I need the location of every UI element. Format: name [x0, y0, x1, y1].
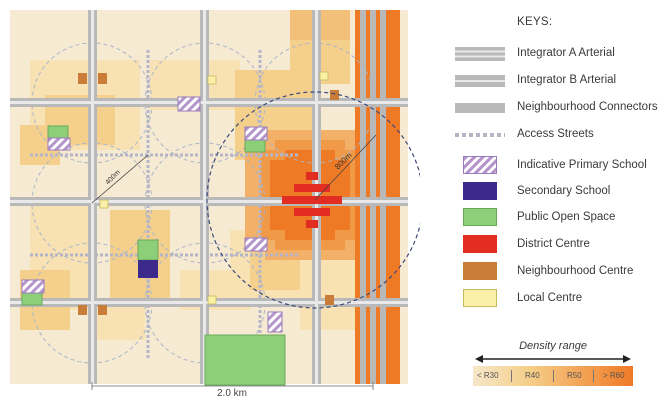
legend-item-access-streets: Access Streets [455, 125, 665, 147]
district-catchment-circle [206, 91, 420, 309]
scale-label: 2.0 km [217, 388, 247, 399]
legend-label: Neighbourhood Connectors [517, 101, 658, 113]
connector-swatch [455, 103, 505, 113]
density-tick: R40 [525, 371, 540, 380]
legend-label: Access Streets [517, 128, 594, 140]
legend-label: Neighbourhood Centre [517, 265, 634, 277]
legend-label: Indicative Primary School [517, 159, 647, 171]
district-centre-swatch [463, 235, 497, 253]
legend-title: KEYS: [517, 16, 553, 28]
local-centres [99, 71, 329, 305]
secondary-school [138, 260, 158, 278]
legend-label: Secondary School [517, 185, 611, 197]
double-arrow-icon [475, 355, 631, 363]
legend-label: District Centre [517, 238, 590, 250]
density-tick: > R60 [603, 371, 625, 380]
neighbourhood-centres [78, 73, 339, 315]
legend-item-integrator-b: Integrator B Arterial [455, 71, 665, 93]
district-centre [282, 172, 342, 228]
density-tick: < R30 [477, 371, 499, 380]
density-map: 400m 800m 2.0 km [10, 10, 420, 399]
secondary-school-swatch [463, 182, 497, 200]
legend-item-district-centre: District Centre [455, 235, 665, 257]
radius-line-800 [314, 134, 377, 201]
legend-label: Integrator A Arterial [517, 47, 615, 59]
local-centre-swatch [463, 289, 497, 307]
legend-item-integrator-a: Integrator A Arterial [455, 44, 665, 66]
neighbourhood-centre-swatch [463, 262, 497, 280]
legend-item-primary-school: Indicative Primary School [455, 156, 665, 178]
legend-item-neighbourhood-connectors: Neighbourhood Connectors [455, 98, 665, 120]
legend-item-local-centre: Local Centre [455, 289, 665, 311]
district-density-core [245, 130, 375, 260]
legend-item-public-open-space: Public Open Space [455, 208, 665, 230]
access-street-swatch [455, 133, 505, 137]
integrator-a-swatch [455, 47, 505, 61]
density-tick: R50 [567, 371, 582, 380]
legend-item-secondary-school: Secondary School [455, 182, 665, 204]
radius-line-400 [91, 154, 149, 204]
density-range-label: Density range [519, 340, 587, 352]
public-open-space-swatch [463, 208, 497, 226]
legend-label: Integrator B Arterial [517, 74, 617, 86]
scale-bar [91, 382, 374, 390]
legend-label: Public Open Space [517, 211, 616, 223]
primary-school-swatch [463, 156, 497, 174]
legend-item-neighbourhood-centre: Neighbourhood Centre [455, 262, 665, 284]
legend-label: Local Centre [517, 292, 583, 304]
primary-schools [21, 96, 283, 333]
density-range: Density range < R30 R40 R50 > R60 [473, 340, 653, 400]
integrator-b-swatch [455, 75, 505, 87]
